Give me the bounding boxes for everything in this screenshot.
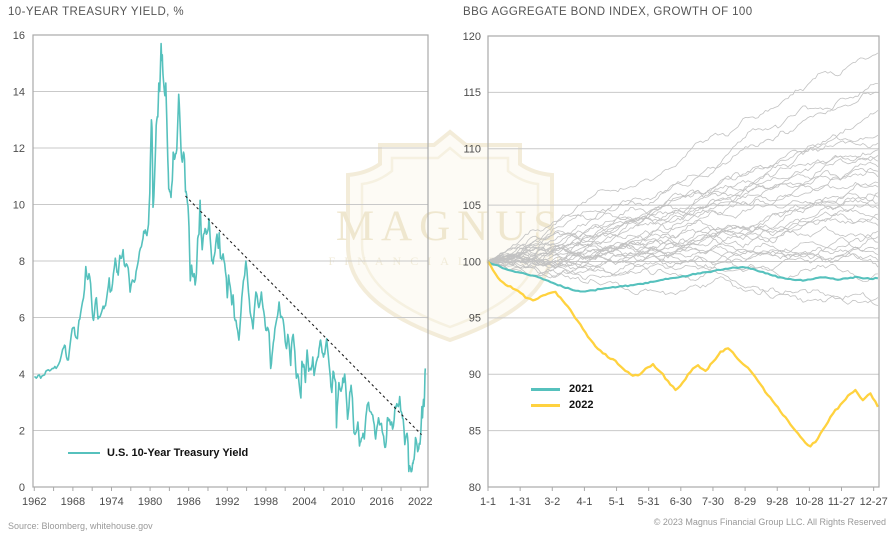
legend-label-2022: 2022 [569,399,594,411]
legend-row-2022: 2022 [531,399,593,411]
svg-text:1962: 1962 [22,496,46,508]
legend-row-2021: 2021 [531,383,593,395]
svg-text:10-28: 10-28 [795,496,823,508]
magnus-watermark: MAGNUS FINANCIAL GROUP [322,118,578,358]
svg-text:100: 100 [463,256,481,268]
svg-text:4: 4 [19,369,25,381]
right-chart-legend: 2021 2022 [531,383,593,411]
shield-watermark-icon [346,129,554,343]
svg-text:6: 6 [19,312,25,324]
legend-swatch-2021 [531,387,560,391]
svg-text:1-1: 1-1 [480,496,496,508]
svg-text:120: 120 [463,31,481,43]
svg-text:80: 80 [469,482,481,494]
svg-text:6-30: 6-30 [670,496,692,508]
treasury-yield-legend-label: U.S. 10-Year Treasury Yield [107,447,249,459]
svg-text:2010: 2010 [331,496,355,508]
legend-swatch-2022 [531,403,560,407]
svg-text:95: 95 [469,313,481,325]
svg-text:5-31: 5-31 [638,496,660,508]
svg-text:14: 14 [13,86,25,98]
watermark-name: MAGNUS [335,203,565,250]
svg-text:2: 2 [19,425,25,437]
svg-text:16: 16 [13,30,25,42]
svg-text:8-29: 8-29 [734,496,756,508]
svg-text:5-1: 5-1 [609,496,625,508]
svg-text:115: 115 [463,87,481,99]
svg-text:1992: 1992 [215,496,239,508]
svg-text:12-27: 12-27 [860,496,888,508]
svg-text:12: 12 [13,143,25,155]
svg-text:1-31: 1-31 [509,496,531,508]
svg-text:105: 105 [463,200,481,212]
svg-text:1986: 1986 [176,496,200,508]
left-plot: 0 2 4 6 8 10 12 14 16 1962 1968 1974 1980 1986 1992 199… [13,30,433,508]
copyright-note: © 2023 Magnus Financial Group LLC. All R… [653,517,886,527]
svg-text:8: 8 [19,256,25,268]
svg-text:11-27: 11-27 [828,496,855,508]
svg-text:3-2: 3-2 [544,496,560,508]
left-chart-title: 10-YEAR TREASURY YIELD, % [8,6,184,18]
svg-text:110: 110 [463,144,481,156]
legend-label-2021: 2021 [569,383,594,395]
svg-text:7-30: 7-30 [702,496,724,508]
svg-text:2004: 2004 [292,496,316,508]
right-chart-title: BBG AGGREGATE BOND INDEX, GROWTH OF 100 [463,6,753,18]
left-chart-legend: U.S. 10-Year Treasury Yield [68,447,248,459]
svg-text:1998: 1998 [254,496,278,508]
svg-text:10: 10 [13,199,25,211]
svg-text:4-1: 4-1 [576,496,592,508]
svg-text:2016: 2016 [369,496,393,508]
svg-text:85: 85 [469,425,481,437]
source-note: Source: Bloomberg, whitehouse.gov [8,521,153,531]
svg-text:2022: 2022 [408,496,432,508]
svg-text:90: 90 [469,369,481,381]
svg-text:1980: 1980 [138,496,162,508]
svg-text:1974: 1974 [99,496,123,508]
svg-text:0: 0 [19,482,25,494]
right-plot: 80 85 90 95 100 105 110 115 120 1-1 1-31 3-2 4-1 5-1 5… [463,31,888,508]
svg-text:9-28: 9-28 [766,496,788,508]
svg-text:1968: 1968 [61,496,85,508]
treasury-yield-legend-swatch [68,451,100,455]
